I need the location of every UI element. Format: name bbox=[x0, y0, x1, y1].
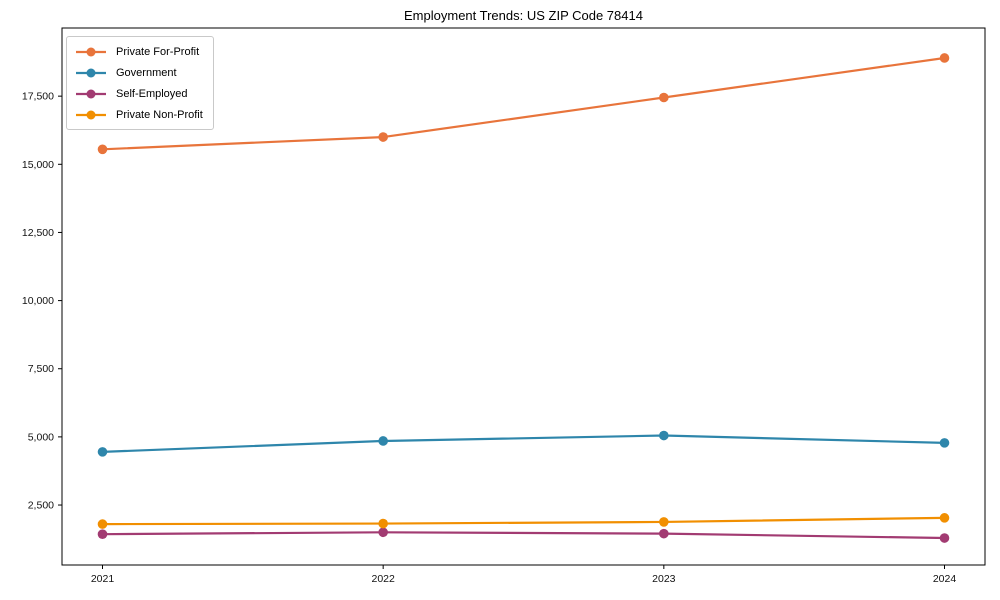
legend-marker-private-for-profit bbox=[76, 47, 106, 56]
series-line-private-for-profit bbox=[101, 56, 946, 151]
point-self-employed-2022 bbox=[378, 527, 388, 538]
x-axis-tick-label: 2023 bbox=[652, 573, 676, 585]
point-government-2022 bbox=[378, 436, 388, 446]
chart-title: Employment Trends: US ZIP Code 78414 bbox=[404, 8, 643, 23]
point-private-for-profit-2024 bbox=[939, 53, 950, 63]
point-private-for-profit-2021 bbox=[97, 144, 108, 155]
legend-label-private-non-profit: Private Non-Profit bbox=[116, 108, 203, 121]
legend-item-government: Government bbox=[75, 64, 203, 81]
legend-item-private-non-profit: Private Non-Profit bbox=[75, 106, 203, 123]
point-self-employed-2023 bbox=[659, 528, 669, 539]
point-government-2023 bbox=[659, 430, 669, 441]
point-private-non-profit-2023 bbox=[659, 517, 669, 527]
point-private-non-profit-2021 bbox=[97, 519, 108, 529]
point-private-for-profit-2023 bbox=[659, 92, 669, 103]
y-axis-tick-label: 7,500 bbox=[28, 363, 54, 375]
legend-dot bbox=[86, 47, 96, 56]
point-self-employed-2024 bbox=[939, 533, 950, 543]
legend-item-private-for-profit: Private For-Profit bbox=[75, 43, 203, 60]
legend-marker-private-non-profit bbox=[76, 110, 106, 119]
y-axis-tick-label: 2,500 bbox=[28, 500, 54, 512]
y-axis-tick-label: 15,000 bbox=[22, 159, 54, 171]
series-line-private-non-profit bbox=[101, 516, 946, 526]
x-axis-tick-label: 2021 bbox=[91, 573, 115, 585]
point-private-non-profit-2022 bbox=[378, 518, 388, 529]
legend-item-self-employed: Self-Employed bbox=[75, 85, 203, 102]
series-line-government bbox=[101, 434, 946, 453]
point-government-2024 bbox=[939, 438, 950, 448]
plot-frame bbox=[61, 27, 986, 566]
series-line-self-employed bbox=[101, 531, 946, 540]
y-axis-tick-label: 12,500 bbox=[22, 227, 54, 239]
legend-marker-self-employed bbox=[76, 89, 106, 98]
point-self-employed-2021 bbox=[97, 529, 108, 539]
y-axis-tick-label: 5,000 bbox=[28, 431, 54, 443]
legend: Private For-Profit Government Self-Employe… bbox=[66, 36, 214, 130]
legend-dot bbox=[86, 110, 96, 119]
legend-label-government: Government bbox=[116, 66, 177, 79]
point-private-non-profit-2024 bbox=[939, 513, 950, 523]
legend-marker-government bbox=[76, 68, 106, 77]
x-axis-tick-label: 2024 bbox=[933, 573, 957, 585]
legend-dot bbox=[86, 89, 96, 98]
legend-label-self-employed: Self-Employed bbox=[116, 87, 188, 100]
point-private-for-profit-2022 bbox=[378, 132, 388, 142]
x-axis-tick-label: 2022 bbox=[371, 573, 395, 585]
y-axis-tick-label: 17,500 bbox=[22, 91, 54, 103]
legend-label-private-for-profit: Private For-Profit bbox=[116, 45, 200, 58]
point-government-2021 bbox=[97, 447, 108, 457]
legend-dot bbox=[86, 68, 96, 77]
y-axis-tick-label: 10,000 bbox=[22, 295, 54, 307]
